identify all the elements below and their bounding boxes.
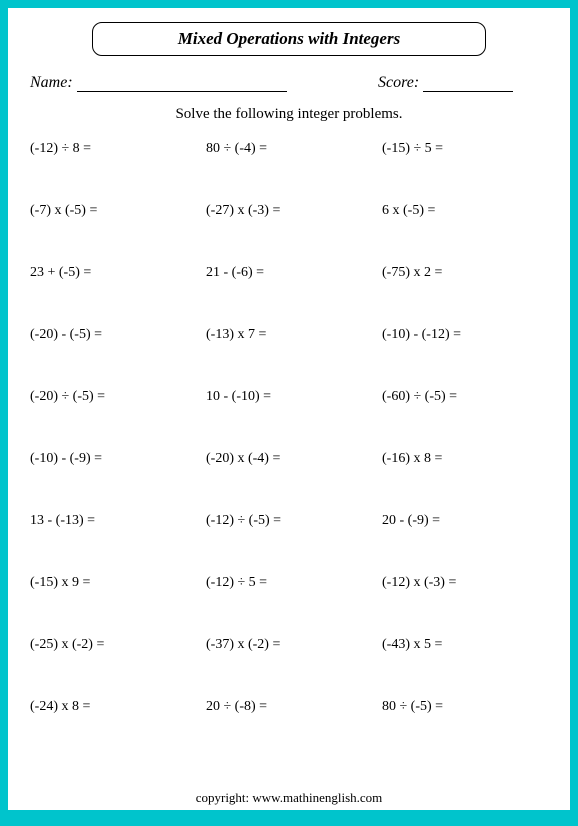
problem-cell: (-16) x 8 = [382,451,548,467]
instruction-text: Solve the following integer problems. [30,106,548,123]
problem-cell: (-12) ÷ 5 = [206,575,372,591]
worksheet-title: Mixed Operations with Integers [92,22,486,56]
problem-cell: (-20) x (-4) = [206,451,372,467]
problem-cell: (-75) x 2 = [382,265,548,281]
problem-cell: (-10) - (-9) = [30,451,196,467]
problem-grid: (-12) ÷ 8 = 80 ÷ (-4) = (-15) ÷ 5 = (-7)… [30,141,548,715]
name-blank[interactable] [77,91,287,92]
header-row: Name: Score: [30,74,548,92]
copyright-text: copyright: www.mathinenglish.com [8,790,570,806]
name-field: Name: [30,74,378,92]
problem-cell: 80 ÷ (-4) = [206,141,372,157]
problem-cell: (-20) ÷ (-5) = [30,389,196,405]
score-field: Score: [378,74,548,92]
problem-cell: 80 ÷ (-5) = [382,699,548,715]
problem-cell: 10 - (-10) = [206,389,372,405]
problem-cell: (-25) x (-2) = [30,637,196,653]
problem-cell: (-24) x 8 = [30,699,196,715]
problem-cell: 20 - (-9) = [382,513,548,529]
problem-cell: (-7) x (-5) = [30,203,196,219]
problem-cell: (-15) x 9 = [30,575,196,591]
problem-cell: (-12) ÷ (-5) = [206,513,372,529]
problem-cell: (-12) x (-3) = [382,575,548,591]
problem-cell: (-15) ÷ 5 = [382,141,548,157]
problem-cell: (-10) - (-12) = [382,327,548,343]
problem-cell: 20 ÷ (-8) = [206,699,372,715]
problem-cell: (-43) x 5 = [382,637,548,653]
problem-cell: (-37) x (-2) = [206,637,372,653]
score-label: Score: [378,74,419,91]
problem-cell: (-12) ÷ 8 = [30,141,196,157]
problem-cell: (-13) x 7 = [206,327,372,343]
problem-cell: 13 - (-13) = [30,513,196,529]
score-blank[interactable] [423,91,513,92]
problem-cell: 21 - (-6) = [206,265,372,281]
problem-cell: (-60) ÷ (-5) = [382,389,548,405]
problem-cell: 6 x (-5) = [382,203,548,219]
worksheet-page: Mixed Operations with Integers Name: Sco… [8,8,570,810]
problem-cell: 23 + (-5) = [30,265,196,281]
problem-cell: (-27) x (-3) = [206,203,372,219]
name-label: Name: [30,74,73,91]
problem-cell: (-20) - (-5) = [30,327,196,343]
